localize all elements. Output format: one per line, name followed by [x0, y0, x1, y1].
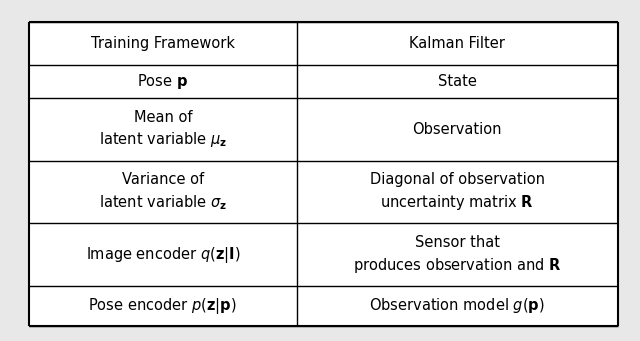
- Text: State: State: [438, 74, 477, 89]
- Text: Image encoder $q(\mathbf{z}|\mathbf{I})$: Image encoder $q(\mathbf{z}|\mathbf{I})$: [86, 245, 240, 265]
- Bar: [29, 22, 618, 326]
- Text: Kalman Filter: Kalman Filter: [409, 36, 505, 51]
- Text: Observation model $g(\mathbf{p})$: Observation model $g(\mathbf{p})$: [369, 296, 545, 315]
- Text: Pose $\mathbf{p}$: Pose $\mathbf{p}$: [138, 72, 188, 91]
- Text: Training Framework: Training Framework: [91, 36, 235, 51]
- Text: Observation: Observation: [412, 122, 502, 137]
- Text: Mean of
latent variable $\mu_{\mathbf{z}}$: Mean of latent variable $\mu_{\mathbf{z}…: [99, 109, 227, 149]
- Text: Diagonal of observation
uncertainty matrix $\mathbf{R}$: Diagonal of observation uncertainty matr…: [370, 172, 545, 212]
- Text: Variance of
latent variable $\sigma_{\mathbf{z}}$: Variance of latent variable $\sigma_{\ma…: [99, 173, 227, 212]
- Text: Sensor that
produces observation and $\mathbf{R}$: Sensor that produces observation and $\m…: [353, 235, 561, 275]
- Text: Pose encoder $p(\mathbf{z}|\mathbf{p})$: Pose encoder $p(\mathbf{z}|\mathbf{p})$: [88, 296, 237, 316]
